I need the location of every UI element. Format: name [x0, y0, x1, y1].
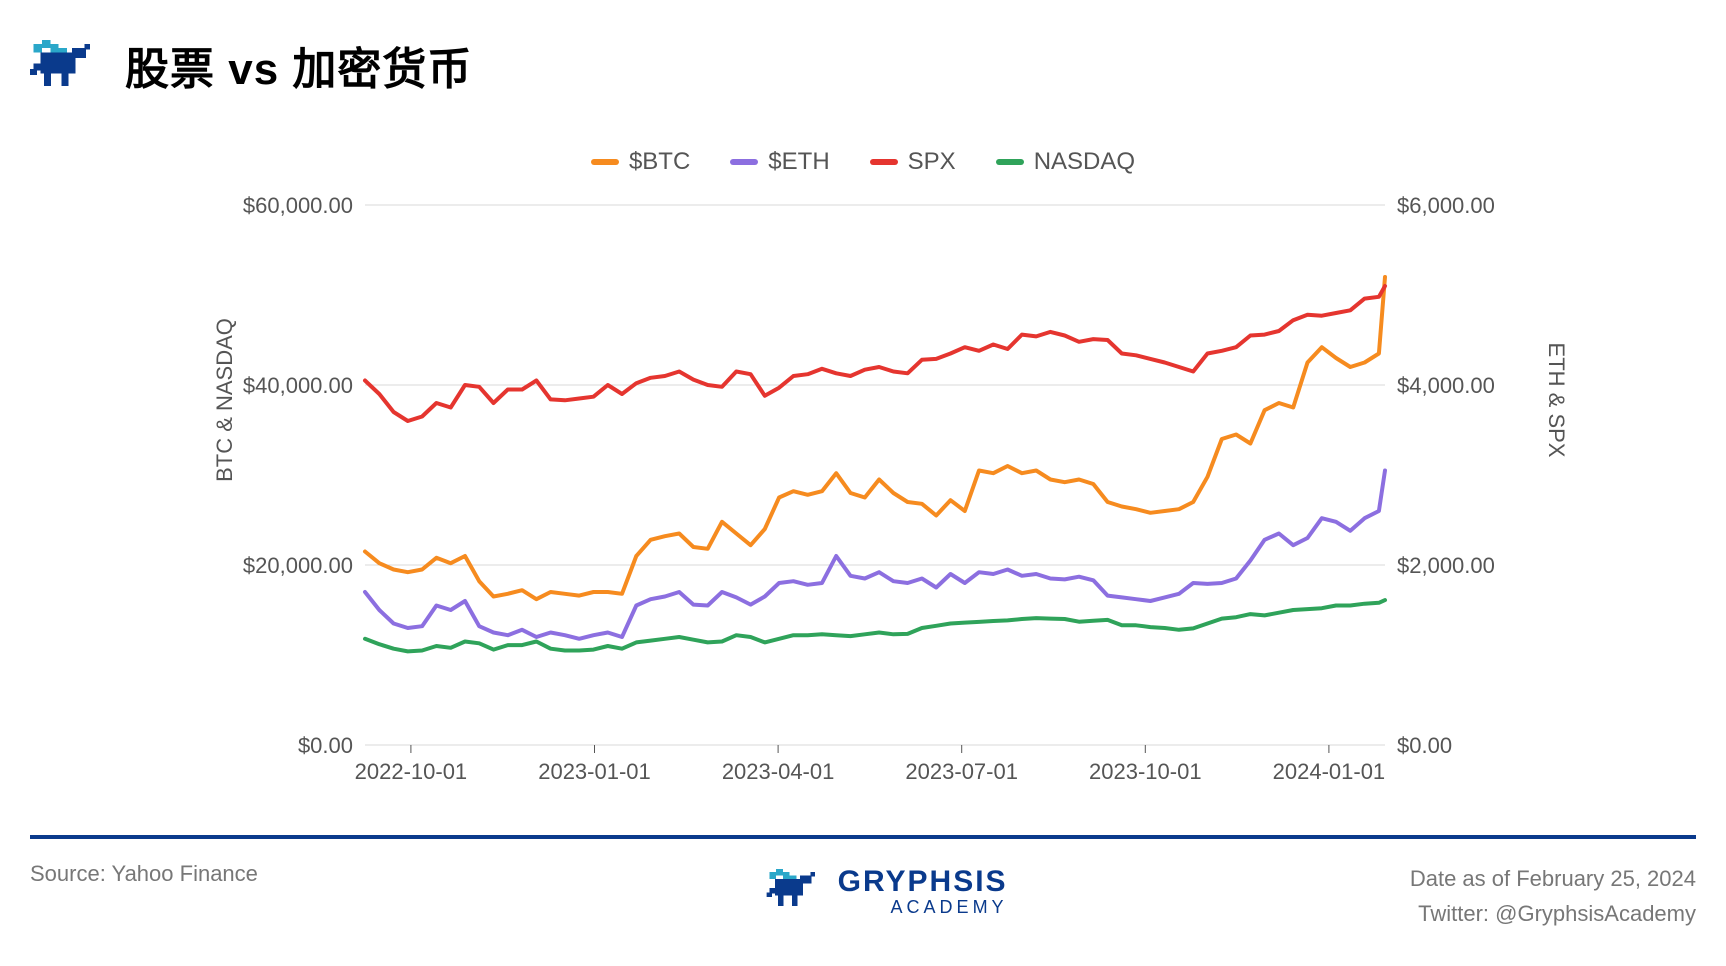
line-chart: $0.00 $20,000.00 $40,000.00 $60,000.00 $0.00… [230, 195, 1500, 815]
legend-label: $ETH [768, 148, 829, 176]
footer-brand: GRYPHSIS ACADEMY [767, 861, 1008, 923]
svg-text:2023-04-01: 2023-04-01 [722, 759, 835, 784]
right-axis-label: ETH & SPX [1543, 343, 1569, 458]
svg-text:$20,000.00: $20,000.00 [243, 553, 353, 578]
series-NASDAQ [365, 600, 1385, 651]
chart-area: $0.00 $20,000.00 $40,000.00 $60,000.00 $0.00… [230, 195, 1500, 815]
series-BTC [365, 277, 1385, 599]
gryphon-logo-icon [30, 30, 100, 100]
svg-text:2023-01-01: 2023-01-01 [538, 759, 651, 784]
svg-text:2022-10-01: 2022-10-01 [355, 759, 468, 784]
legend-label: $BTC [629, 148, 690, 176]
series-ETH [365, 471, 1385, 639]
series-SPX [365, 286, 1385, 421]
source-text: Source: Yahoo Finance [30, 861, 258, 887]
svg-text:$40,000.00: $40,000.00 [243, 373, 353, 398]
legend-item: $ETH [730, 148, 829, 176]
footer-meta: Date as of February 25, 2024 Twitter: @G… [1410, 861, 1696, 931]
legend-swatch [996, 159, 1024, 165]
legend-swatch [730, 159, 758, 165]
svg-text:$6,000.00: $6,000.00 [1397, 195, 1495, 218]
svg-text:$0.00: $0.00 [1397, 733, 1452, 758]
svg-text:$0.00: $0.00 [298, 733, 353, 758]
legend-swatch [591, 159, 619, 165]
footer: Source: Yahoo Finance [30, 835, 1696, 931]
svg-text:$4,000.00: $4,000.00 [1397, 373, 1495, 398]
brand-name: GRYPHSIS [838, 866, 1008, 898]
svg-text:2024-01-01: 2024-01-01 [1273, 759, 1386, 784]
gryphon-footer-icon [767, 861, 823, 923]
svg-text:$2,000.00: $2,000.00 [1397, 553, 1495, 578]
svg-text:$60,000.00: $60,000.00 [243, 195, 353, 218]
svg-text:2023-07-01: 2023-07-01 [905, 759, 1018, 784]
chart-legend: $BTC $ETH SPX NASDAQ [0, 148, 1726, 176]
legend-item: NASDAQ [996, 148, 1135, 176]
page-title: 股票 vs 加密货币 [125, 33, 472, 97]
brand-text: GRYPHSIS ACADEMY [838, 866, 1008, 916]
footer-date: Date as of February 25, 2024 [1410, 861, 1696, 896]
brand-sub: ACADEMY [838, 898, 1008, 917]
svg-text:2023-10-01: 2023-10-01 [1089, 759, 1202, 784]
legend-label: NASDAQ [1034, 148, 1135, 176]
footer-twitter: Twitter: @GryphsisAcademy [1410, 896, 1696, 931]
legend-item: $BTC [591, 148, 690, 176]
legend-item: SPX [870, 148, 956, 176]
legend-swatch [870, 159, 898, 165]
page: 股票 vs 加密货币 $BTC$ETHSPXNASDAQ BTC & NASDA… [0, 0, 1726, 966]
legend-label: SPX [908, 148, 956, 176]
header: 股票 vs 加密货币 [30, 30, 472, 100]
